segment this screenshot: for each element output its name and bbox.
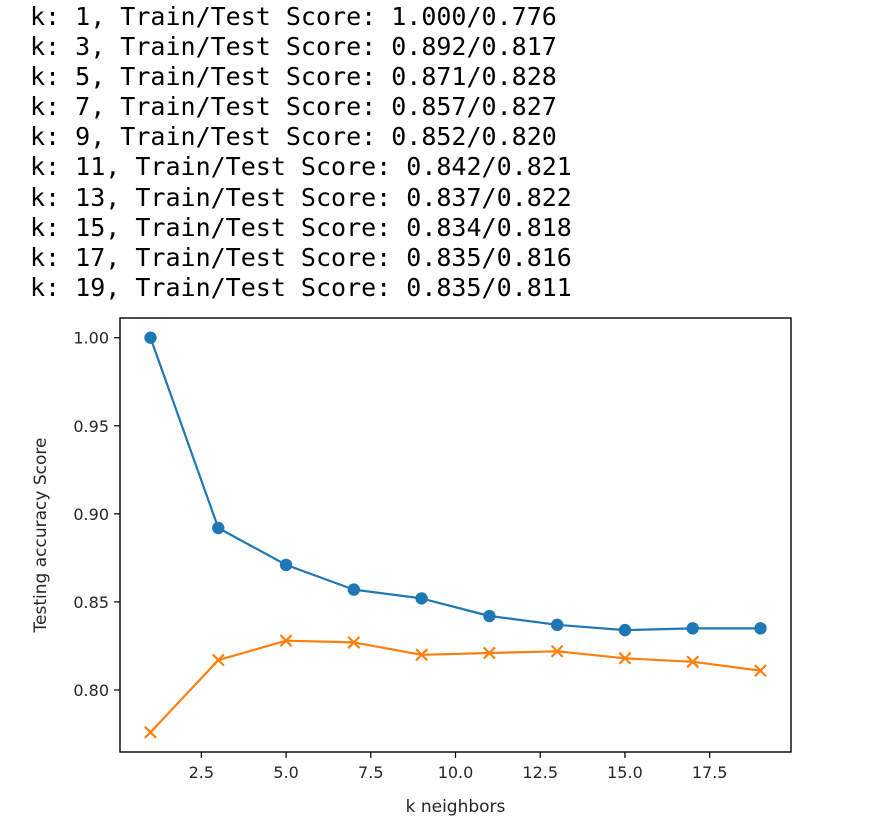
x-tick-label: 5.0 [273,763,298,782]
log-line-k1: k: 1, Train/Test Score: 1.000/0.776 [30,2,557,31]
series-0-point-k9 [415,592,428,605]
series-1-point-k11 [483,646,496,660]
series-1-point-k9 [415,648,428,662]
series-0-point-k3 [212,521,225,535]
x-tick-label: 10.0 [438,763,474,782]
x-axis-label: k neighbors [406,797,506,817]
log-line-k17: k: 17, Train/Test Score: 0.835/0.816 [30,242,572,272]
series-0-line [149,337,761,632]
y-tick-label: 0.95 [73,417,109,436]
x-tick-label: 7.5 [358,763,383,782]
plot-frame [119,317,792,753]
y-tick-label: 0.90 [73,505,109,524]
log-line-k11: k: 11, Train/Test Score: 0.842/0.821 [30,152,572,182]
series-1-point-k5 [279,634,293,648]
x-tick-label: 12.5 [522,763,558,782]
log-line-k13: k: 13, Train/Test Score: 0.837/0.822 [30,182,572,212]
log-line-k9: k: 9, Train/Test Score: 0.852/0.820 [30,122,557,152]
series-0-point-k15 [618,623,632,637]
log-line-k19: k: 19, Train/Test Score: 0.835/0.811 [30,272,572,302]
series-0-point-k13 [550,618,564,632]
series-0-point-k17 [686,622,699,635]
series-0-point-k5 [279,558,293,572]
x-axis-ticks: 2.5 5.0 7.5 10.0 12.5 15.0 17.5 [189,752,728,782]
series-0-point-k1 [144,331,157,344]
series-1-point-k17 [686,655,700,669]
log-line-k5: k: 5, Train/Test Score: 0.871/0.828 [30,62,557,92]
y-axis-label: Testing accuracy Score [31,438,51,634]
x-tick-label: 17.5 [692,763,728,782]
x-tick-label: 15.0 [607,763,643,782]
y-tick-label: 0.80 [73,681,109,700]
series-1-point-k1 [144,725,157,739]
log-line-k7: k: 7, Train/Test Score: 0.857/0.827 [30,92,557,122]
y-tick-label: 1.00 [73,329,109,348]
series-0-point-k19 [754,622,767,635]
series-0-point-k7 [347,583,361,596]
series-1-line [149,639,761,734]
y-axis-ticks: 0.80 0.85 0.90 0.95 1.00 [73,329,120,700]
plot-layer [144,331,767,739]
series-0-point-k11 [483,609,496,623]
x-tick-label: 2.5 [189,763,214,782]
console-output: k: 1, Train/Test Score: 1.000/0.776 k: 3,… [30,2,572,303]
y-tick-label: 0.85 [73,593,109,612]
series-1-point-k7 [347,636,361,649]
series-1-point-k19 [754,664,767,678]
series-1-point-k3 [211,653,225,667]
series-1-point-k13 [550,644,564,658]
series-1-point-k15 [618,651,632,665]
log-line-k3: k: 3, Train/Test Score: 0.892/0.817 [30,32,557,62]
log-line-k15: k: 15, Train/Test Score: 0.834/0.818 [30,212,572,242]
